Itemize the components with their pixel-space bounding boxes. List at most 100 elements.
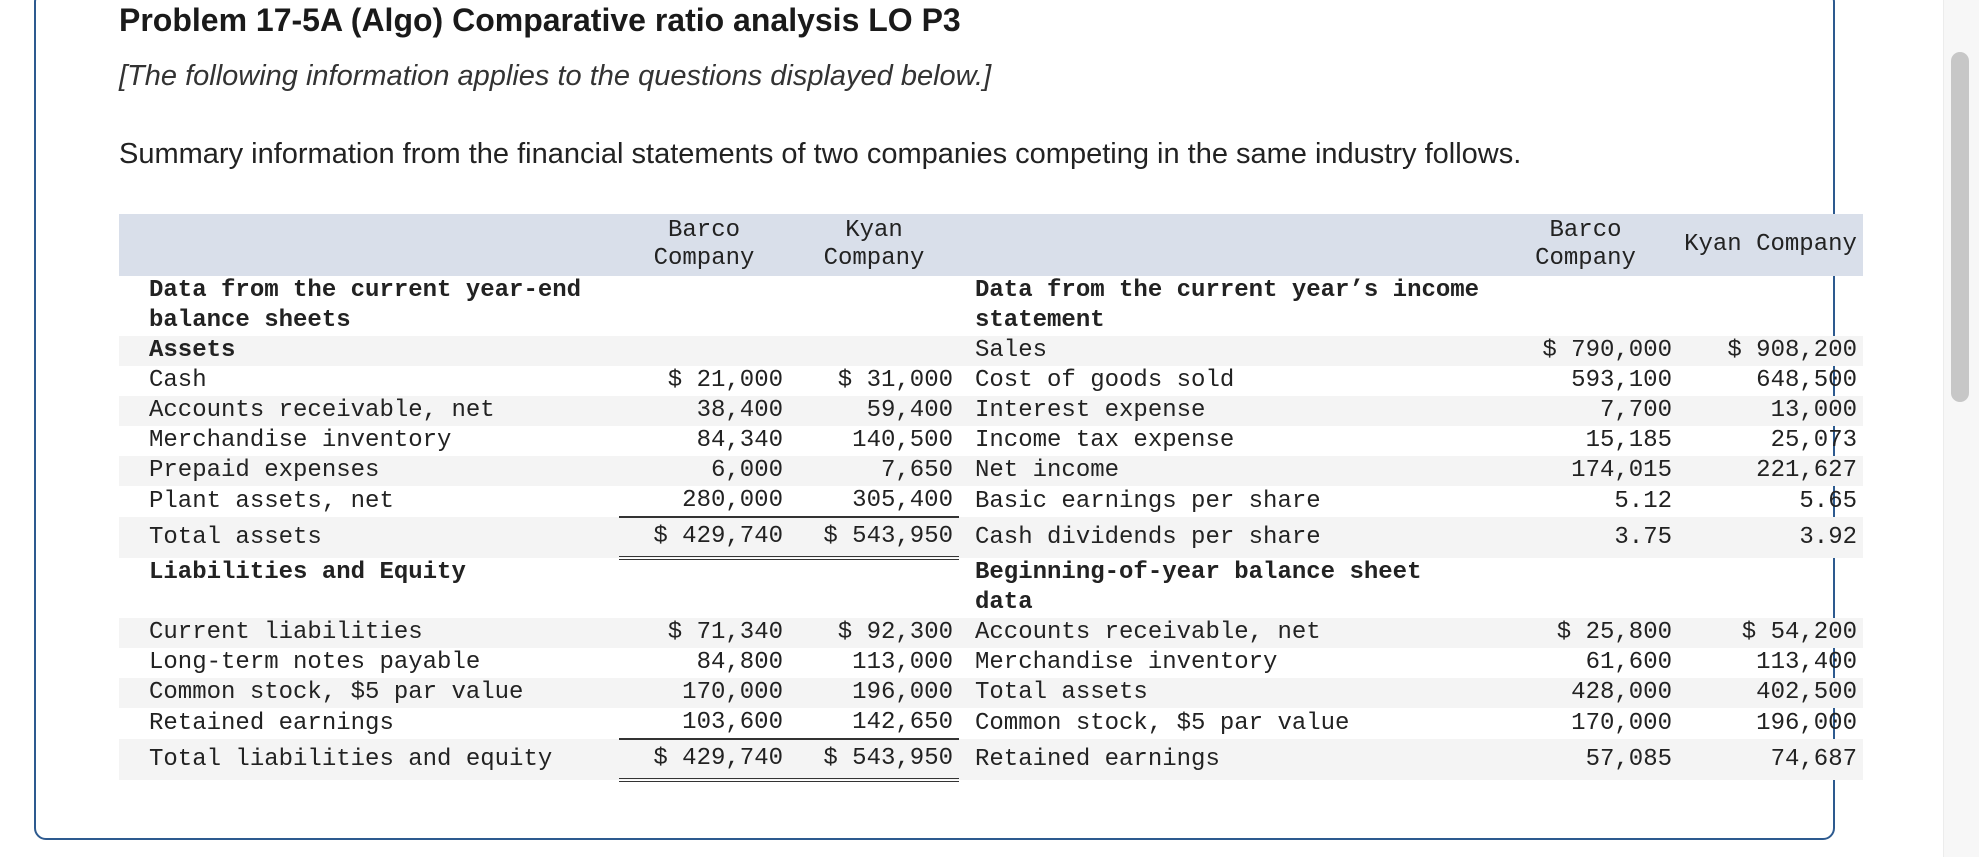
problem-title: Problem 17-5A (Algo) Comparative ratio a… xyxy=(119,2,961,38)
kyan-value-left xyxy=(789,558,959,618)
row-label-right: Beginning-of-year balance sheet data xyxy=(975,559,1422,616)
table-row: Long-term notes payable 84,800 113,000 Merc… xyxy=(119,648,1863,678)
financial-data-table: Barco Company Kyan Company Barco Company… xyxy=(119,214,1863,782)
barco-value-left xyxy=(619,558,789,618)
barco-value-right: $ 25,800 xyxy=(1493,618,1678,648)
row-label-left: Common stock, $5 par value xyxy=(119,678,619,708)
row-label-left: Long-term notes payable xyxy=(149,649,481,676)
kyan-value-left xyxy=(789,336,959,366)
row-label-left: Accounts receivable, net xyxy=(119,396,619,426)
barco-value-right: 57,085 xyxy=(1493,739,1678,780)
header-kyan-right: Kyan Company xyxy=(1678,214,1863,276)
barco-value-left xyxy=(619,276,789,336)
header-blank-right xyxy=(959,214,1493,276)
barco-value-left: 170,000 xyxy=(619,678,789,708)
barco-value-right: 593,100 xyxy=(1571,367,1672,394)
table-row: Cash $ 21,000 $ 31,000 Cost of goods sold 59… xyxy=(119,366,1863,396)
barco-value-right: 5.12 xyxy=(1614,487,1672,515)
barco-value-left: $ 429,740 xyxy=(619,517,789,560)
table-row: Total assets $ 429,740 $ 543,950 Cash divid… xyxy=(119,517,1863,560)
kyan-value-left: 196,000 xyxy=(789,678,959,708)
row-label-left: Cash xyxy=(149,367,207,394)
scrollbar-thumb[interactable] xyxy=(1951,52,1969,402)
header-barco-left: Barco Company xyxy=(619,214,789,276)
header-barco-right: Barco Company xyxy=(1493,214,1678,276)
kyan-value-right: 196,000 xyxy=(1756,709,1857,737)
table-header-row: Barco Company Kyan Company Barco Company… xyxy=(119,214,1863,276)
table-row: Assets Sales $ 790,000 $ 908,200 xyxy=(119,336,1863,366)
row-label-right: Retained earnings xyxy=(959,739,1493,780)
kyan-value-left: 7,650 xyxy=(789,456,959,486)
kyan-value-left: 59,400 xyxy=(789,396,959,426)
barco-value-left: 6,000 xyxy=(619,456,789,486)
barco-value-left: 38,400 xyxy=(619,396,789,426)
barco-value-right: 7,700 xyxy=(1493,396,1678,426)
barco-value-right: $ 790,000 xyxy=(1493,336,1678,366)
barco-value-right: 3.75 xyxy=(1493,517,1678,558)
row-label-right: Cash dividends per share xyxy=(959,517,1493,558)
barco-value-left: $ 21,000 xyxy=(667,367,783,394)
row-label-right: Common stock, $5 par value xyxy=(975,709,1350,737)
barco-value-left: 103,600 xyxy=(619,708,789,740)
barco-value-right xyxy=(1493,558,1678,618)
row-label-left: Total assets xyxy=(119,517,619,558)
table-row: Liabilities and Equity Beginning-of-year … xyxy=(119,558,1863,618)
barco-value-left: $ 429,740 xyxy=(619,739,789,782)
kyan-value-left: 142,650 xyxy=(789,708,959,740)
header-blank-left xyxy=(119,214,619,276)
row-label-left: Prepaid expenses xyxy=(119,456,619,486)
table-row: Retained earnings 103,600 142,650 Common st… xyxy=(119,708,1863,740)
table-row: Common stock, $5 par value 170,000 196,000… xyxy=(119,678,1863,708)
barco-value-right: 170,000 xyxy=(1571,709,1672,737)
row-label-left: Assets xyxy=(119,336,619,366)
table-row: Total liabilities and equity $ 429,740 $ 5… xyxy=(119,739,1863,782)
barco-value-left: 84,800 xyxy=(696,649,783,676)
kyan-value-left: $ 543,950 xyxy=(789,517,959,560)
barco-value-right: 15,185 xyxy=(1585,427,1672,454)
kyan-value-right: 113,400 xyxy=(1756,649,1857,676)
table-row: Data from the current year-end balance s… xyxy=(119,276,1863,336)
kyan-value-left: $ 92,300 xyxy=(789,618,959,648)
kyan-value-left: $ 31,000 xyxy=(837,367,953,394)
row-label-right: Income tax expense xyxy=(975,427,1235,454)
header-kyan-left: Kyan Company xyxy=(789,214,959,276)
kyan-value-right xyxy=(1678,558,1863,618)
table-row: Prepaid expenses 6,000 7,650 Net income 174,… xyxy=(119,456,1863,486)
kyan-value-right: $ 908,200 xyxy=(1678,336,1863,366)
kyan-value-left xyxy=(789,276,959,336)
row-label-right: Accounts receivable, net xyxy=(959,618,1493,648)
kyan-value-left: 140,500 xyxy=(852,427,953,454)
row-label-right: Interest expense xyxy=(959,396,1493,426)
table-row: Accounts receivable, net 38,400 59,400 Inte… xyxy=(119,396,1863,426)
kyan-value-right: $ 54,200 xyxy=(1678,618,1863,648)
row-label-right: Net income xyxy=(959,456,1493,486)
problem-intro: Summary information from the financial s… xyxy=(119,138,1522,170)
kyan-value-right: 25,073 xyxy=(1770,427,1857,454)
barco-value-right: 61,600 xyxy=(1585,649,1672,676)
row-label-right: Total assets xyxy=(959,678,1493,708)
kyan-value-right: 3.92 xyxy=(1678,517,1863,558)
row-label-right: Cost of goods sold xyxy=(975,367,1235,394)
row-label-right: Basic earnings per share xyxy=(975,487,1321,515)
table-row: Current liabilities $ 71,340 $ 92,300 Accou… xyxy=(119,618,1863,648)
table-row: Merchandise inventory 84,340 140,500 Income… xyxy=(119,426,1863,456)
barco-value-left: 84,340 xyxy=(696,427,783,454)
row-label-right: Merchandise inventory xyxy=(975,649,1278,676)
problem-note: [The following information applies to th… xyxy=(119,60,992,92)
row-label-left: Current liabilities xyxy=(119,618,619,648)
kyan-value-right: 402,500 xyxy=(1678,678,1863,708)
kyan-value-right: 5.65 xyxy=(1799,487,1857,515)
table-row: Plant assets, net 280,000 305,400 Basic ear… xyxy=(119,486,1863,518)
barco-value-left xyxy=(619,336,789,366)
barco-value-right: 174,015 xyxy=(1493,456,1678,486)
kyan-value-left: 305,400 xyxy=(789,486,959,518)
row-label-left: Data from the current year-end balance s… xyxy=(149,277,582,334)
row-label-left: Liabilities and Equity xyxy=(149,559,466,586)
kyan-value-right: 648,500 xyxy=(1756,367,1857,394)
kyan-value-right: 221,627 xyxy=(1678,456,1863,486)
row-label-left: Plant assets, net xyxy=(149,487,394,515)
kyan-value-right xyxy=(1678,276,1863,336)
barco-value-right xyxy=(1493,276,1678,336)
kyan-value-right: 74,687 xyxy=(1678,739,1863,780)
barco-value-left: 280,000 xyxy=(619,486,789,518)
